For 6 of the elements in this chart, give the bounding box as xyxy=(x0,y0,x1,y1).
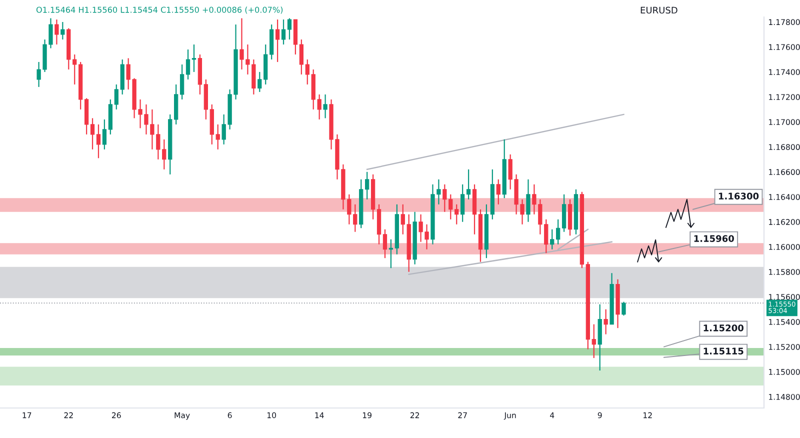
annotation: 1.15960 xyxy=(694,235,734,242)
chart-title: EURUSD xyxy=(640,6,678,14)
chart-subtitle: O1.15464 H1.15560 L1.15454 C1.15550 +0.00086 (+0.07%) xyxy=(36,6,283,14)
annotation: 1.15115 xyxy=(704,348,744,354)
annotation: 1.16300 xyxy=(718,192,759,200)
annotation: 1.15200 xyxy=(704,324,744,332)
